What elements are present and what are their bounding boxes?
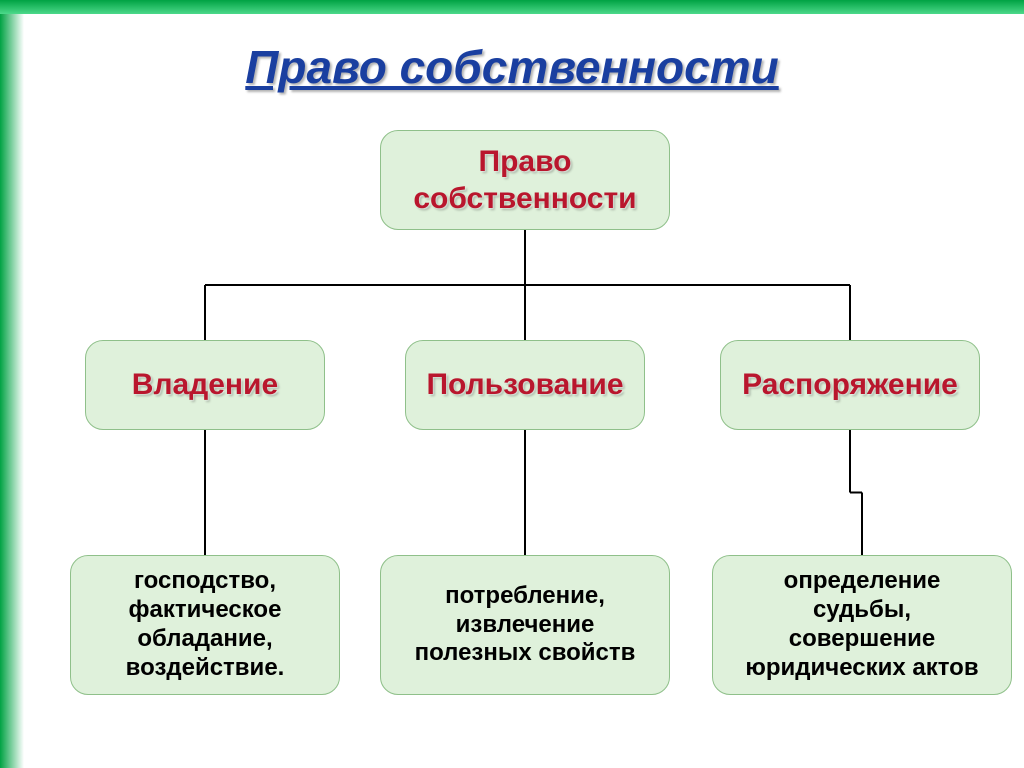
node-label: Пользование: [426, 366, 623, 404]
node-label: определение судьбы, совершение юридическ…: [745, 567, 978, 682]
node-l2: потребление, извлечение полезных свойств: [380, 555, 670, 695]
node-label: Право собственности: [413, 143, 636, 218]
node-l1: господство, фактическое обладание, возде…: [70, 555, 340, 695]
slide-frame: Право собственности Право собственности В…: [0, 0, 1024, 768]
node-label: Владение: [132, 366, 278, 404]
node-m3: Распоряжение: [720, 340, 980, 430]
node-label: потребление, извлечение полезных свойств: [415, 582, 636, 668]
node-label: господство, фактическое обладание, возде…: [126, 567, 285, 682]
node-label: Распоряжение: [742, 366, 958, 404]
node-m2: Пользование: [405, 340, 645, 430]
page-title: Право собственности: [0, 40, 1024, 94]
node-l3: определение судьбы, совершение юридическ…: [712, 555, 1012, 695]
gradient-top: [0, 0, 1024, 14]
node-root: Право собственности: [380, 130, 670, 230]
gradient-left: [0, 0, 24, 768]
node-m1: Владение: [85, 340, 325, 430]
